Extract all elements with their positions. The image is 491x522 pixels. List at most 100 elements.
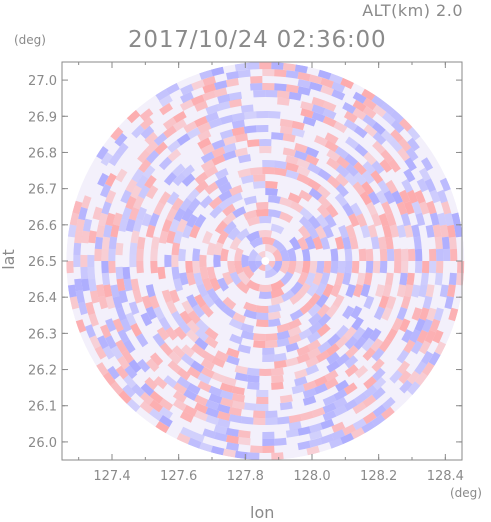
radar-cell [419, 340, 431, 355]
radar-cell [208, 196, 223, 210]
radar-cell [183, 388, 198, 401]
radar-cell [158, 156, 173, 171]
radar-cell [411, 307, 422, 321]
radar-cell [172, 119, 187, 132]
radar-cell [136, 236, 146, 250]
radar-cell [253, 89, 266, 98]
radar-cell [331, 89, 346, 101]
radar-cell [382, 112, 396, 126]
x-axis-label: lon [250, 503, 275, 522]
radar-cell [279, 261, 290, 274]
radar-cell [324, 140, 339, 153]
radar-cell [342, 272, 352, 286]
radar-cell [352, 401, 367, 415]
radar-cell [240, 416, 254, 425]
radar-cell [181, 164, 195, 178]
radar-cell [397, 360, 411, 375]
radar-cell [407, 137, 420, 152]
radar-cell [211, 372, 226, 383]
radar-cell [424, 329, 436, 344]
radar-cell [277, 90, 290, 99]
radar-cell [305, 364, 320, 376]
radar-cell [214, 80, 228, 90]
radar-cell [171, 197, 184, 212]
radar-cell [334, 146, 349, 160]
radar-cell [276, 323, 291, 333]
radar-cell [246, 216, 260, 227]
radar-cell [333, 121, 348, 134]
radar-cell [246, 230, 260, 243]
radar-cell [447, 224, 456, 238]
radar-cell [326, 149, 341, 162]
radar-cell [335, 324, 349, 339]
radar-cell [331, 421, 346, 433]
radar-cell [229, 91, 242, 101]
radar-cell [126, 109, 141, 124]
radar-cell [205, 407, 220, 418]
radar-cell [361, 327, 374, 341]
radar-cell [312, 236, 323, 250]
radar-cell [379, 248, 388, 261]
radar-cell [150, 248, 158, 261]
radar-cell [433, 307, 444, 322]
radar-cell [306, 225, 319, 240]
radar-cell [372, 140, 386, 155]
radar-cell [172, 390, 187, 403]
radar-cell [140, 392, 154, 406]
radar-cell [299, 301, 314, 315]
radar-cell [183, 404, 198, 417]
radar-cell [322, 224, 334, 239]
radar-cell [329, 437, 343, 449]
radar-cell [302, 395, 317, 406]
radar-cell [301, 248, 311, 261]
radar-cell [163, 125, 177, 139]
radar-cell [403, 200, 415, 215]
radar-cell [186, 214, 198, 228]
radar-cell [344, 355, 359, 369]
radar-cell [163, 172, 177, 186]
radar-cell [81, 230, 90, 244]
radar-cell [115, 242, 124, 256]
radar-cell [161, 219, 173, 233]
radar-cell [88, 230, 97, 244]
radar-cell [255, 305, 269, 314]
radar-cell [159, 398, 174, 411]
radar-cell [130, 323, 142, 337]
radar-cell [217, 101, 231, 111]
radar-cell [149, 390, 164, 404]
radar-cell [145, 358, 160, 372]
radar-cell [396, 306, 408, 321]
radar-cell [222, 305, 236, 319]
radar-cell [326, 360, 341, 373]
radar-cell [180, 83, 194, 96]
radar-cell [277, 416, 290, 425]
radar-cell [73, 242, 82, 256]
radar-cell [112, 318, 124, 333]
radar-cell [97, 335, 109, 350]
radar-cell [331, 81, 346, 93]
radar-cell [306, 445, 320, 456]
radar-cell [297, 271, 309, 286]
radar-cell [187, 437, 202, 449]
radar-cell [311, 111, 326, 123]
radar-cell [194, 100, 208, 112]
radar-cell [343, 119, 358, 132]
radar-cell [140, 125, 155, 139]
radar-cell [309, 430, 323, 441]
radar-cell [343, 399, 358, 412]
radar-cell [208, 385, 223, 397]
radar-cell [371, 358, 385, 372]
radar-cell [361, 421, 376, 434]
radar-cell [186, 382, 201, 395]
radar-cell [271, 381, 284, 390]
radar-cell [352, 181, 366, 196]
radar-cell [94, 345, 107, 360]
radar-cell [419, 307, 430, 321]
radar-cell [317, 195, 332, 209]
radar-cell [165, 326, 179, 341]
radar-cell [361, 88, 376, 101]
radar-cell [411, 201, 422, 215]
radar-cell [200, 151, 215, 164]
radar-cell [363, 295, 375, 310]
radar-cell [258, 263, 266, 271]
